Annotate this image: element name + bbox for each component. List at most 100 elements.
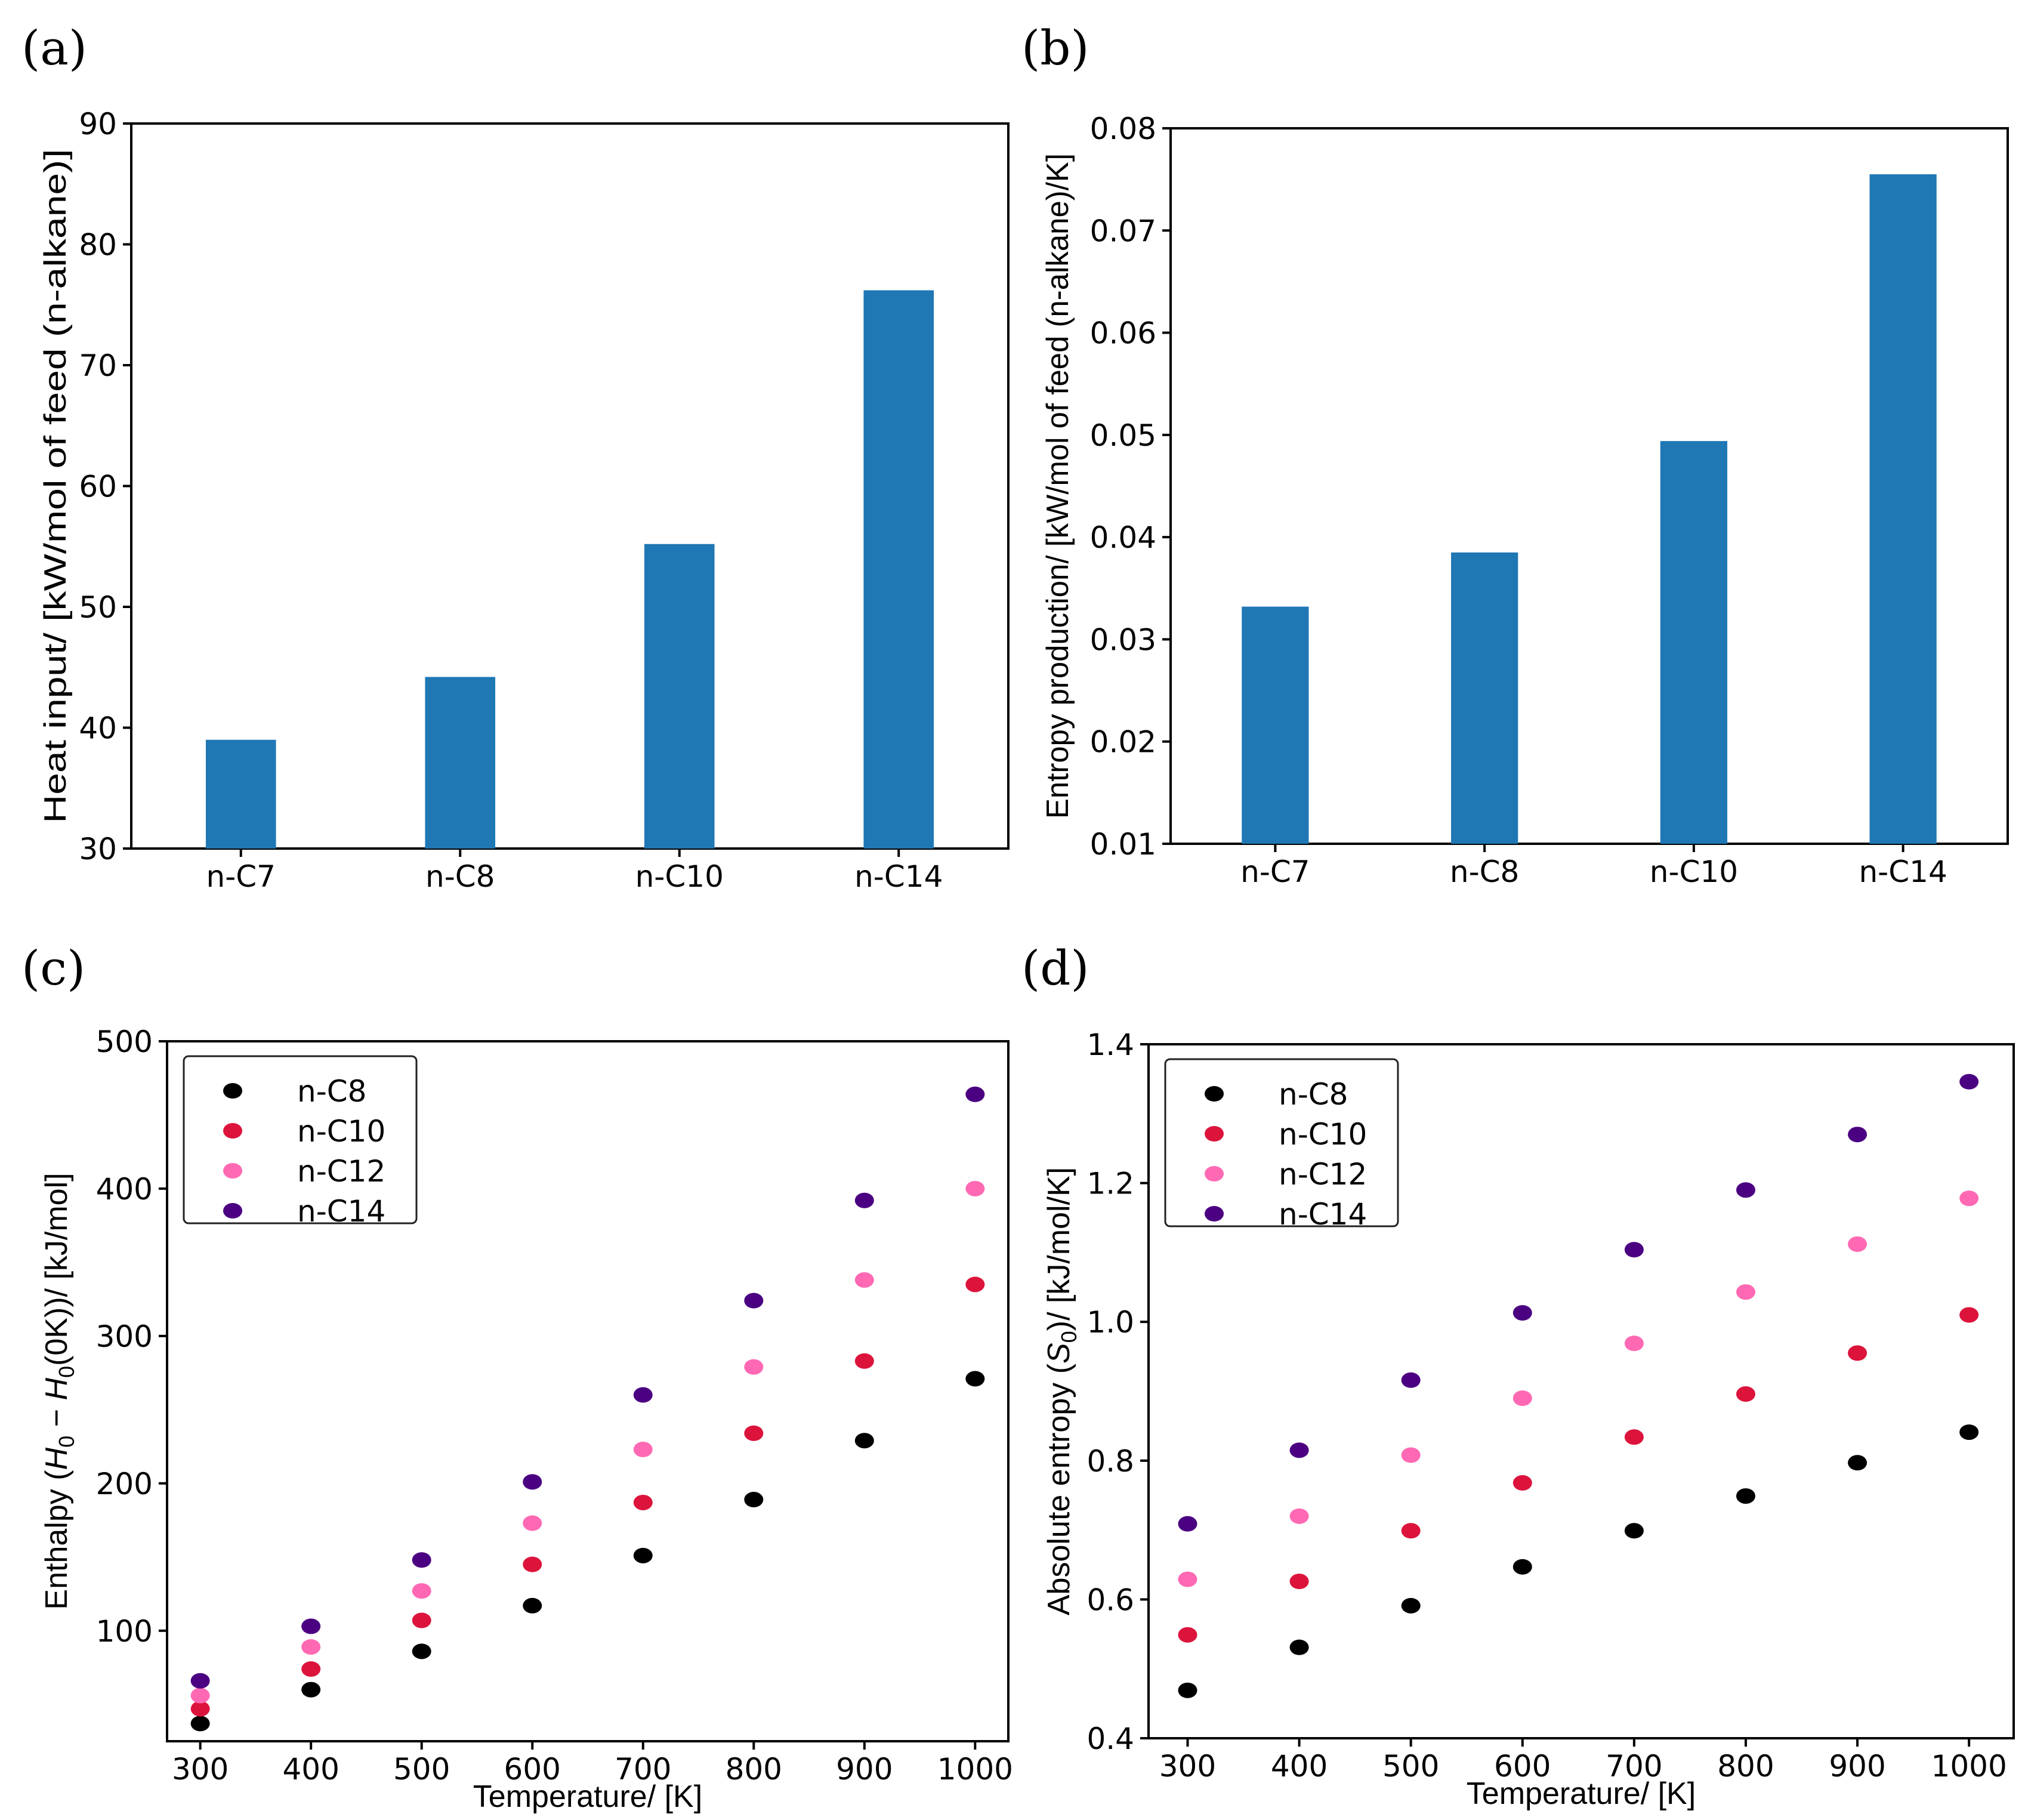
y-tick-label: 500 xyxy=(96,1025,153,1059)
y-tick-label: 0.03 xyxy=(1090,622,1156,657)
x-tick-label: 700 xyxy=(615,1752,671,1787)
y-tick-label: 70 xyxy=(79,348,117,383)
x-tick-label: n-C10 xyxy=(1650,855,1738,889)
point-n-C8 xyxy=(1736,1488,1755,1504)
point-n-C12 xyxy=(523,1515,542,1531)
legend-marker-n-C14 xyxy=(223,1203,242,1219)
point-n-C14 xyxy=(523,1474,542,1490)
y-tick-label: 100 xyxy=(96,1614,153,1649)
point-n-C8 xyxy=(744,1492,764,1508)
point-n-C8 xyxy=(523,1597,542,1614)
y-axis-label-part: Enthalpy ( xyxy=(39,1470,74,1610)
y-tick-label: 80 xyxy=(79,228,117,263)
bar-n-C14 xyxy=(863,290,934,849)
x-tick-label: 300 xyxy=(172,1752,229,1787)
point-n-C8 xyxy=(1624,1523,1644,1539)
point-n-C12 xyxy=(1178,1571,1197,1587)
y-axis-label-part: 0 xyxy=(54,1436,79,1448)
point-n-C8 xyxy=(1512,1559,1532,1575)
point-n-C14 xyxy=(1624,1242,1644,1258)
point-n-C12 xyxy=(412,1583,431,1599)
legend-label: n-C12 xyxy=(1279,1157,1367,1192)
legend-marker-n-C8 xyxy=(223,1083,242,1099)
point-n-C14 xyxy=(301,1618,321,1634)
point-n-C12 xyxy=(1512,1390,1532,1406)
point-n-C14 xyxy=(1289,1442,1309,1458)
point-n-C10 xyxy=(1401,1523,1421,1539)
point-n-C8 xyxy=(1401,1597,1421,1614)
point-n-C12 xyxy=(1959,1190,1979,1207)
legend-label: n-C10 xyxy=(297,1114,385,1149)
point-n-C14 xyxy=(744,1292,764,1309)
x-tick-label: 700 xyxy=(1606,1749,1662,1784)
point-n-C10 xyxy=(1848,1345,1868,1361)
point-n-C10 xyxy=(523,1556,542,1572)
point-n-C8 xyxy=(412,1643,431,1659)
legend: n-C8 n-C10 n-C12 n-C14 xyxy=(183,1055,418,1229)
point-n-C12 xyxy=(633,1442,653,1458)
x-tick-label: 900 xyxy=(836,1752,893,1787)
point-n-C8 xyxy=(1848,1455,1868,1471)
point-n-C10 xyxy=(854,1353,874,1369)
y-tick-label: 1.4 xyxy=(1086,1028,1134,1062)
x-tick-label: 500 xyxy=(393,1752,450,1787)
legend-marker-n-C8 xyxy=(1205,1086,1224,1102)
legend-label: n-C8 xyxy=(297,1074,366,1109)
y-tick-label: 0.6 xyxy=(1086,1583,1134,1617)
point-n-C8 xyxy=(190,1716,210,1732)
point-n-C14 xyxy=(965,1086,985,1102)
y-tick-label: 90 xyxy=(79,107,117,141)
point-n-C12 xyxy=(190,1688,210,1704)
x-tick-label: n-C14 xyxy=(1859,855,1947,889)
point-n-C10 xyxy=(1512,1475,1532,1491)
point-n-C12 xyxy=(965,1180,985,1196)
y-tick-label: 1.2 xyxy=(1086,1167,1134,1201)
y-tick-label: 0.07 xyxy=(1090,214,1156,248)
point-n-C10 xyxy=(965,1276,985,1292)
panel-d-letter: (d) xyxy=(1021,940,1089,996)
legend-marker-n-C10 xyxy=(223,1123,242,1139)
legend-marker-n-C12 xyxy=(223,1163,242,1179)
x-tick-label: 1000 xyxy=(1931,1749,2007,1784)
point-n-C14 xyxy=(1736,1182,1755,1198)
legend-label: n-C14 xyxy=(297,1194,385,1229)
y-tick-label: 0.06 xyxy=(1090,316,1156,351)
point-n-C10 xyxy=(1289,1574,1309,1590)
legend-label: n-C14 xyxy=(1279,1197,1367,1232)
legend-box xyxy=(183,1055,418,1224)
point-n-C10 xyxy=(190,1701,210,1717)
bar-n-C8 xyxy=(1451,552,1518,844)
y-tick-label: 0.02 xyxy=(1090,725,1156,760)
point-n-C14 xyxy=(1512,1305,1532,1321)
y-axis-label-part: (0K))/ [kJ/mol] xyxy=(39,1173,74,1366)
y-tick-label: 1.0 xyxy=(1086,1305,1134,1340)
y-axis-label-part: − xyxy=(39,1401,74,1436)
y-axis-label-part: )/ [kJ/mol/K] xyxy=(1042,1167,1076,1331)
y-axis-label-part: 0 xyxy=(54,1366,79,1378)
y-tick-label: 400 xyxy=(96,1172,153,1207)
x-tick-label: 600 xyxy=(1494,1749,1551,1784)
bar-n-C14 xyxy=(1869,174,1937,844)
panel-b-bar-chart: n-C7 n-C8 n-C10 n-C14 0.01 0.02 0.03 0.04 0.05 0.… xyxy=(1041,112,2009,889)
point-n-C10 xyxy=(1624,1429,1644,1445)
point-n-C12 xyxy=(744,1359,764,1375)
point-n-C10 xyxy=(1959,1307,1979,1323)
legend-label: n-C12 xyxy=(297,1154,385,1189)
x-tick-label: 300 xyxy=(1159,1749,1216,1784)
point-n-C14 xyxy=(412,1552,431,1568)
plot-frame xyxy=(166,1040,1010,1742)
y-axis-label-part: S xyxy=(1042,1343,1076,1364)
x-tick-label: 500 xyxy=(1382,1749,1439,1784)
point-n-C14 xyxy=(1401,1372,1421,1388)
point-n-C8 xyxy=(965,1371,985,1387)
point-n-C12 xyxy=(1848,1236,1868,1252)
point-n-C10 xyxy=(412,1612,431,1628)
x-tick-label: 900 xyxy=(1829,1749,1885,1784)
panel-b-letter: (b) xyxy=(1021,20,1089,76)
legend-marker-n-C12 xyxy=(1205,1166,1224,1182)
point-n-C12 xyxy=(1736,1284,1755,1300)
panel-c-scatter-chart: 300 400 500 600 700 800 900 1000 100 200 300 400 500… xyxy=(39,1025,1013,1814)
bar-n-C7 xyxy=(1242,606,1309,844)
